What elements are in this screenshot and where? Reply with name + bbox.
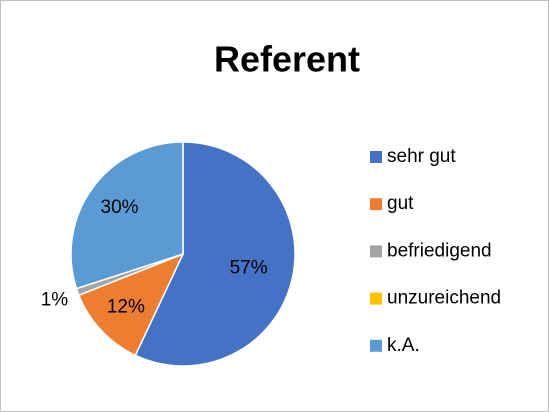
legend-swatch [370,292,382,305]
data-label: 57% [230,258,268,279]
legend-label: sehr gut [387,146,456,167]
legend-label: gut [387,193,414,214]
data-label: 30% [101,197,139,218]
pie-slice [77,252,185,357]
pie-slice [134,141,296,367]
legend-swatch [370,245,382,258]
pie-slice [70,141,184,290]
legend-label: k.A. [387,335,420,356]
legend-label: befriedigend [387,240,492,261]
legend-label: unzureichend [387,288,501,309]
legend-swatch [370,151,382,163]
data-label: 12% [107,297,145,318]
data-label: 1% [41,289,69,310]
legend-swatch [370,198,382,211]
chart-title: Referent [214,39,360,80]
legend-swatch [370,339,382,352]
